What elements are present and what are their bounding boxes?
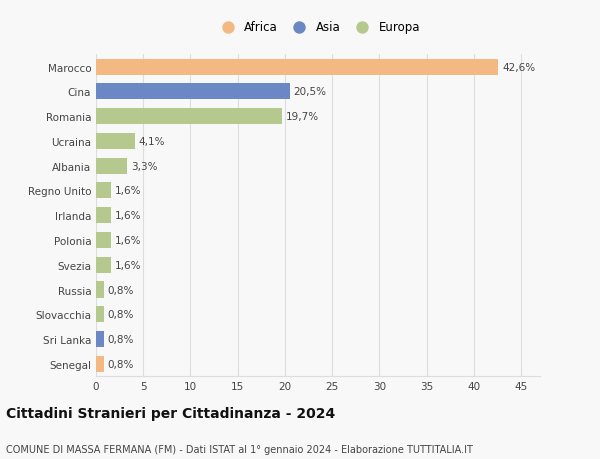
Bar bbox=[96, 207, 111, 224]
Text: 20,5%: 20,5% bbox=[293, 87, 326, 97]
Text: 1,6%: 1,6% bbox=[115, 186, 142, 196]
Bar bbox=[96, 282, 104, 298]
Text: 42,6%: 42,6% bbox=[502, 62, 535, 73]
Text: Cittadini Stranieri per Cittadinanza - 2024: Cittadini Stranieri per Cittadinanza - 2… bbox=[6, 406, 335, 420]
Bar bbox=[96, 84, 290, 100]
Text: 1,6%: 1,6% bbox=[115, 235, 142, 246]
Bar bbox=[96, 183, 111, 199]
Text: 0,8%: 0,8% bbox=[107, 310, 134, 319]
Text: 1,6%: 1,6% bbox=[115, 211, 142, 221]
Bar bbox=[96, 356, 104, 372]
Text: 3,3%: 3,3% bbox=[131, 161, 157, 171]
Bar bbox=[96, 257, 111, 273]
Bar bbox=[96, 232, 111, 248]
Legend: Africa, Asia, Europa: Africa, Asia, Europa bbox=[211, 16, 425, 39]
Text: 0,8%: 0,8% bbox=[107, 334, 134, 344]
Bar bbox=[96, 109, 282, 125]
Text: 19,7%: 19,7% bbox=[286, 112, 319, 122]
Bar bbox=[96, 307, 104, 323]
Text: 0,8%: 0,8% bbox=[107, 359, 134, 369]
Bar bbox=[96, 158, 127, 174]
Bar bbox=[96, 134, 135, 150]
Text: 1,6%: 1,6% bbox=[115, 260, 142, 270]
Bar bbox=[96, 59, 499, 75]
Bar bbox=[96, 331, 104, 347]
Text: 0,8%: 0,8% bbox=[107, 285, 134, 295]
Text: COMUNE DI MASSA FERMANA (FM) - Dati ISTAT al 1° gennaio 2024 - Elaborazione TUTT: COMUNE DI MASSA FERMANA (FM) - Dati ISTA… bbox=[6, 444, 473, 454]
Text: 4,1%: 4,1% bbox=[139, 137, 165, 146]
